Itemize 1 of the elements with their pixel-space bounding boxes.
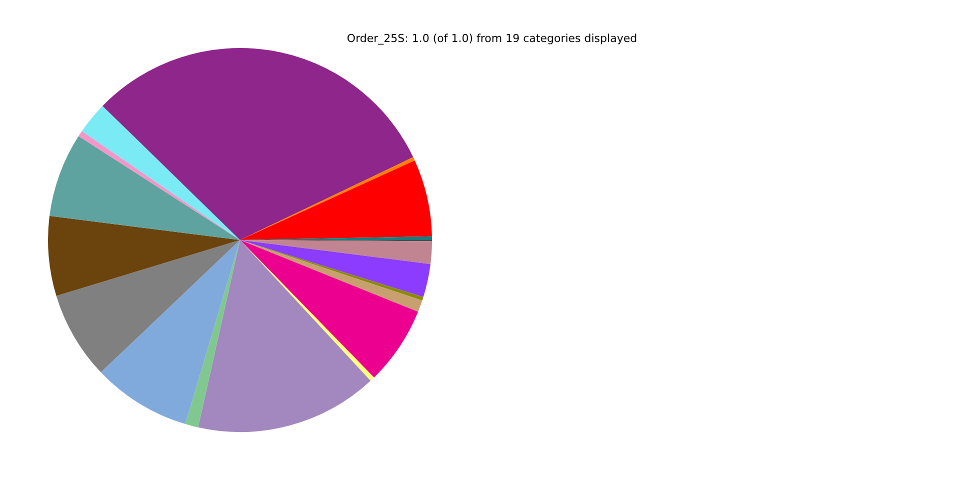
text: Order_25S: 1.0 (of 1.0) from 19 categories displayed: [346, 32, 638, 45]
